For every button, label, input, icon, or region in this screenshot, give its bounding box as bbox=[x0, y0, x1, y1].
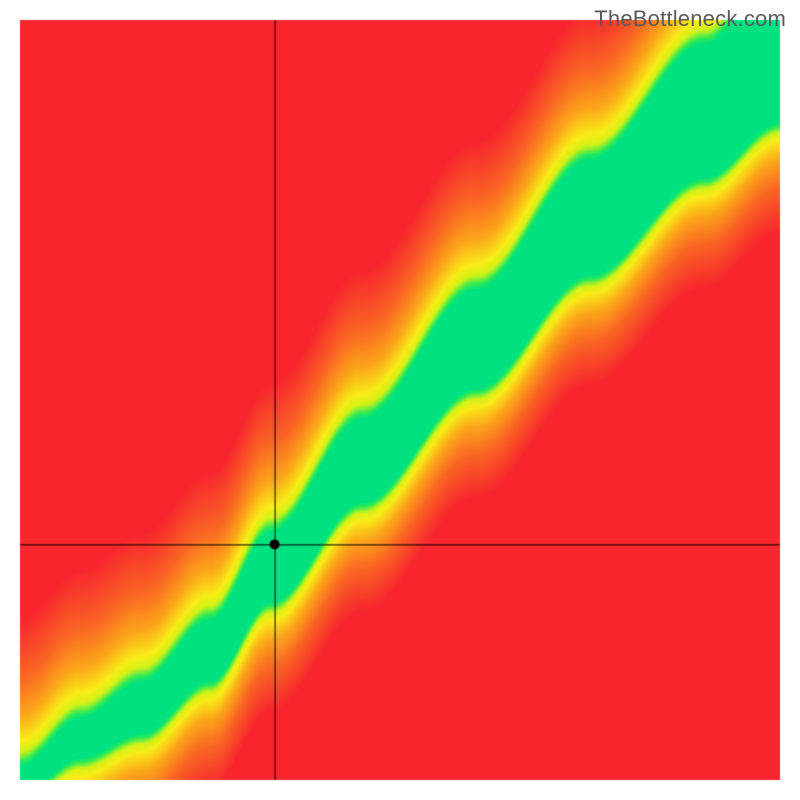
bottleneck-heatmap-canvas bbox=[0, 0, 800, 800]
chart-container: TheBottleneck.com bbox=[0, 0, 800, 800]
watermark-text: TheBottleneck.com bbox=[594, 6, 786, 32]
